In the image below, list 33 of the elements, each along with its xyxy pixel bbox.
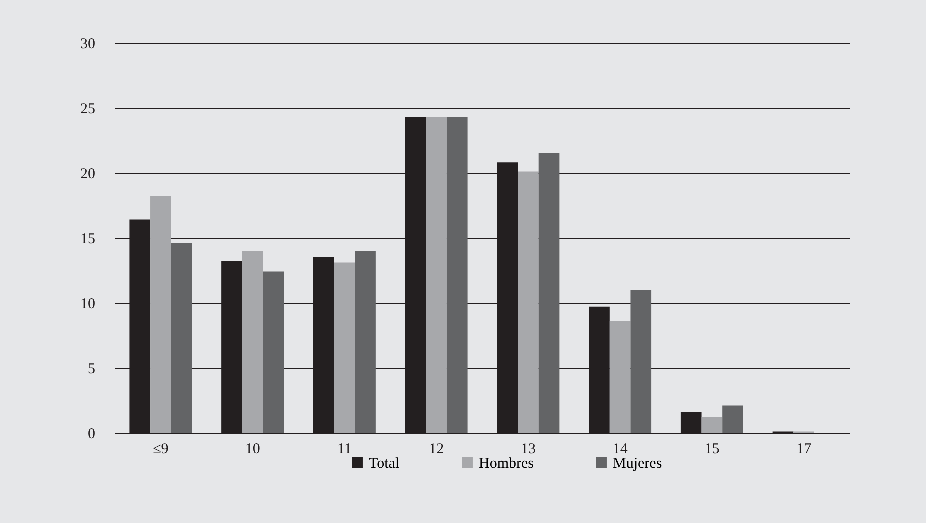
x-tick-label: 15 xyxy=(704,442,720,458)
x-tick-label: ≤9 xyxy=(153,442,169,458)
y-tick-label: 5 xyxy=(88,362,96,378)
bar xyxy=(538,154,560,433)
bar xyxy=(171,243,192,433)
y-tick-label: 20 xyxy=(80,166,96,182)
y-tick-label: 10 xyxy=(80,296,96,312)
bar xyxy=(426,117,447,433)
x-tick-label: 14 xyxy=(612,442,628,458)
bar xyxy=(722,406,744,433)
x-tick-label: 17 xyxy=(796,442,812,458)
bar xyxy=(355,251,376,433)
x-tick-label: 12 xyxy=(429,442,444,458)
bar xyxy=(680,412,702,433)
legend-label: Total xyxy=(369,456,400,472)
bar xyxy=(610,321,631,433)
x-tick-label: 10 xyxy=(245,442,260,458)
bar xyxy=(242,251,264,433)
y-tick-label: 15 xyxy=(80,232,96,248)
x-tick-label: 13 xyxy=(520,442,536,458)
x-tick-label: 11 xyxy=(337,442,352,458)
bar xyxy=(446,117,468,433)
bar xyxy=(150,196,172,433)
y-tick-label: 0 xyxy=(88,426,96,442)
bar xyxy=(518,172,539,433)
bar xyxy=(630,290,652,433)
legend-label: Hombres xyxy=(479,456,534,472)
bar xyxy=(334,262,356,433)
bar xyxy=(702,417,723,433)
y-tick-label: 25 xyxy=(80,102,96,118)
y-tick-label: 30 xyxy=(80,36,96,52)
bar xyxy=(263,272,284,433)
legend-label: Mujeres xyxy=(613,456,662,472)
